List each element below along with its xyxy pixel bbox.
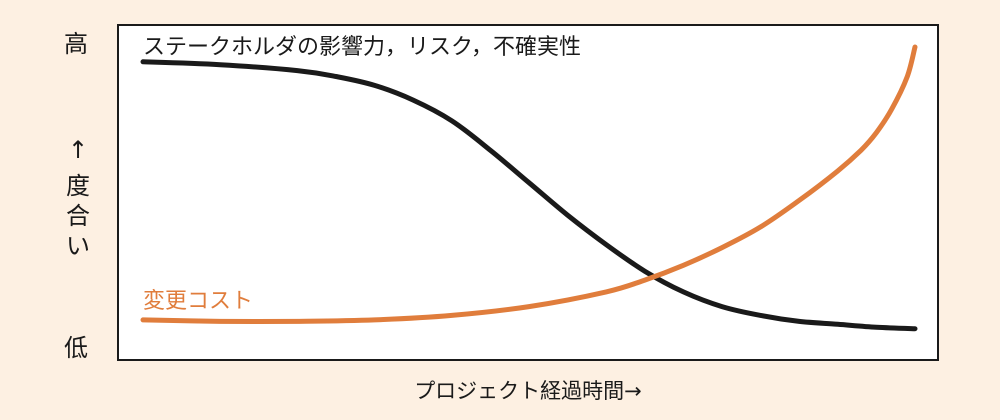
plot-area [117,24,939,361]
y-tick-low-label: 低 [64,334,88,362]
y-axis-label-char-1: ↑ [68,136,88,164]
series-line-change-cost [140,44,918,325]
series-layer [140,44,918,332]
y-axis-label-char-4: い [66,232,90,260]
y-axis-label-char-2: 度 [66,172,90,200]
y-tick-high-label: 高 [64,30,88,58]
series-line-stakeholder-risk [140,59,918,332]
x-axis-label: プロジェクト経過時間→ [414,379,642,403]
series-label-change-cost: 変更コスト [143,289,253,314]
y-axis-label: ↑ 度 合 い [66,136,90,260]
series-label-stakeholder-risk: ステークホルダの影響力，リスク，不確実性 [143,35,581,60]
y-axis-label-char-3: 合 [66,202,90,230]
